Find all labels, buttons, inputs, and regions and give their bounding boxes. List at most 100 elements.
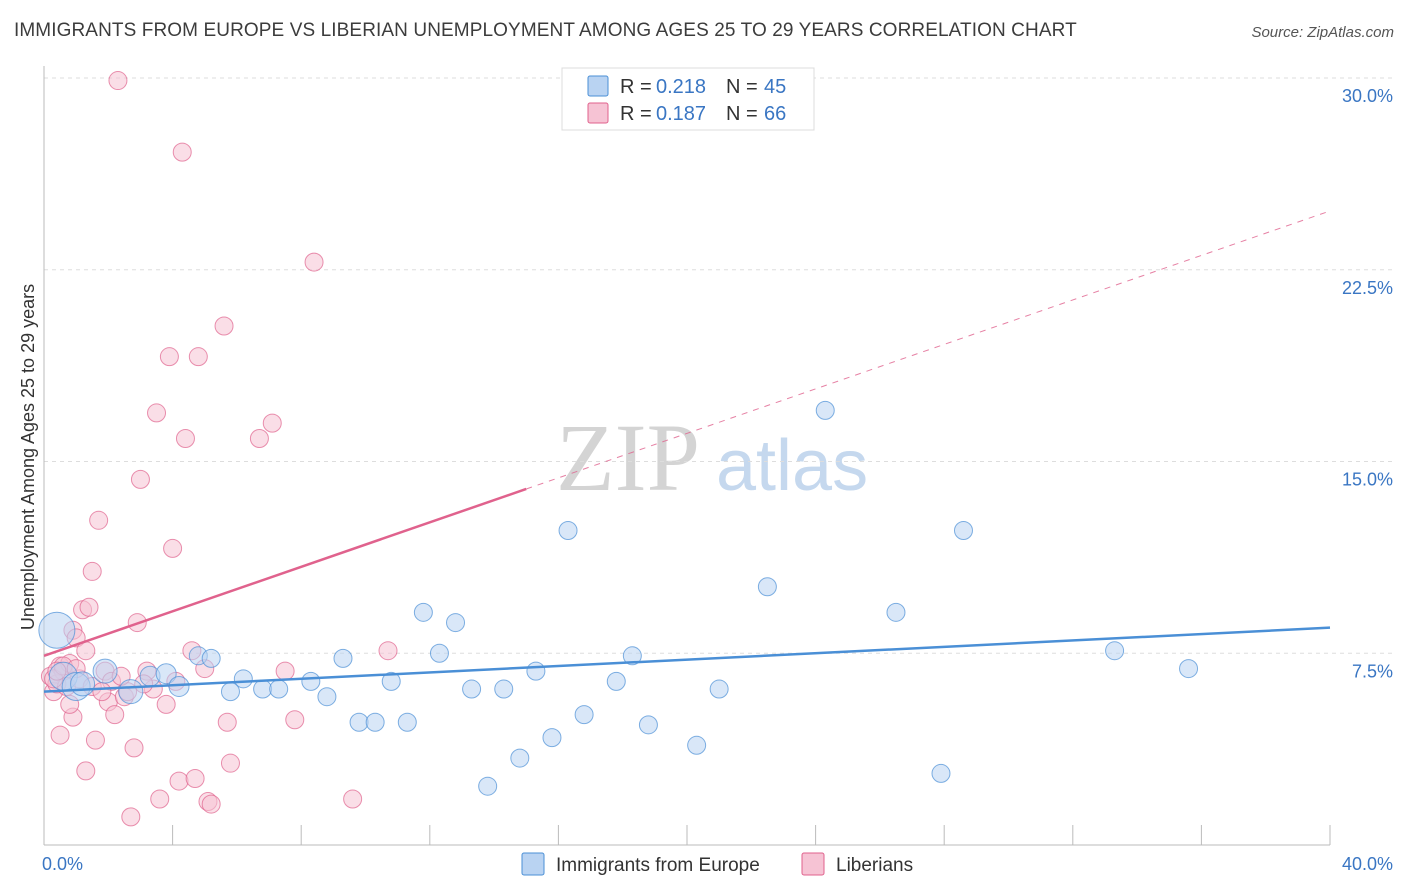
y-tick-labels: 7.5% 15.0% 22.5% 30.0% — [1342, 86, 1393, 681]
liberians-point — [156, 694, 176, 714]
y-tick-label: 30.0% — [1342, 86, 1393, 106]
liberians-point — [50, 725, 70, 745]
europe-point — [526, 661, 546, 681]
europe-point — [397, 712, 417, 732]
legend-swatch-liberians — [587, 102, 609, 124]
liberians-point — [169, 771, 189, 791]
europe-point — [233, 669, 253, 689]
europe-point — [1179, 659, 1199, 679]
europe-point — [815, 400, 835, 420]
europe-point — [118, 679, 144, 705]
legend-r-value-europe: 0.218 — [656, 76, 706, 98]
liberians-point — [201, 794, 221, 814]
series-legend-label-europe: Immigrants from Europe — [556, 855, 760, 876]
europe-point — [429, 643, 449, 663]
liberians-point — [249, 428, 269, 448]
europe-point — [155, 663, 177, 685]
europe-point — [413, 602, 433, 622]
liberians-point — [150, 789, 170, 809]
liberians-point — [163, 538, 183, 558]
europe-point — [542, 728, 562, 748]
europe-point — [333, 648, 353, 668]
axes — [43, 66, 1331, 846]
europe-point — [70, 671, 96, 697]
liberians-point — [175, 428, 195, 448]
europe-point — [931, 763, 951, 783]
europe-point — [253, 679, 273, 699]
europe-point — [886, 602, 906, 622]
europe-point — [709, 679, 729, 699]
europe-point — [757, 577, 777, 597]
source-label: Source: ZipAtlas.com — [1251, 24, 1394, 41]
liberians-point — [172, 142, 192, 162]
liberians-point — [275, 661, 295, 681]
europe-point — [638, 715, 658, 735]
watermark-atlas: atlas — [716, 426, 868, 506]
europe-point — [365, 712, 385, 732]
liberians-point — [378, 641, 398, 661]
europe-point — [494, 679, 514, 699]
legend-n-value-liberians: 66 — [764, 103, 786, 125]
liberians-point — [105, 705, 125, 725]
liberians-point — [82, 561, 102, 581]
legend-r-value-liberians: 0.187 — [656, 103, 706, 125]
europe-point — [510, 748, 530, 768]
liberians-point — [220, 753, 240, 773]
x-tick-labels: 0.0% 40.0% — [42, 854, 1393, 874]
europe-point — [558, 521, 578, 541]
europe-point — [622, 646, 642, 666]
europe-points — [38, 400, 1199, 796]
trend-lines — [43, 210, 1331, 693]
legend-r-label-europe: R = — [620, 76, 652, 98]
liberians-point — [188, 347, 208, 367]
liberians-point — [304, 252, 324, 272]
y-tick-label: 7.5% — [1352, 661, 1393, 681]
liberians-point — [343, 789, 363, 809]
liberians-trend-line — [43, 487, 527, 657]
europe-point — [38, 611, 76, 649]
europe-trend-line — [43, 626, 1331, 693]
x-tick-label: 40.0% — [1342, 854, 1393, 874]
liberians-point — [262, 413, 282, 433]
liberians-point — [285, 710, 305, 730]
europe-point — [687, 735, 707, 755]
europe-point — [478, 776, 498, 796]
europe-point — [201, 648, 221, 668]
gridlines — [44, 77, 1392, 654]
legend-swatch-europe — [587, 75, 609, 97]
liberians-point — [92, 682, 112, 702]
europe-point — [381, 671, 401, 691]
liberians-point — [147, 403, 167, 423]
europe-point — [574, 705, 594, 725]
europe-point — [269, 679, 289, 699]
liberians-point — [214, 316, 234, 336]
liberians-point — [89, 510, 109, 530]
europe-point — [446, 613, 466, 633]
chart-title: IMMIGRANTS FROM EUROPE VS LIBERIAN UNEMP… — [14, 20, 1077, 41]
stats-legend: R = 0.218 N = 45 R = 0.187 N = 66 — [561, 67, 815, 131]
liberians-trend-extension — [526, 210, 1331, 490]
series-legend-label-liberians: Liberians — [836, 855, 913, 876]
legend-n-label-liberians: N = — [726, 103, 758, 125]
liberians-point — [159, 347, 179, 367]
europe-point — [462, 679, 482, 699]
watermark: ZIP atlas — [556, 404, 868, 511]
europe-point — [606, 671, 626, 691]
legend-r-label-liberians: R = — [620, 103, 652, 125]
liberians-point — [85, 730, 105, 750]
y-axis-label: Unemployment Among Ages 25 to 29 years — [18, 284, 38, 630]
liberians-point — [121, 807, 141, 827]
series-legend-swatch-europe — [521, 852, 545, 876]
x-tick-label: 0.0% — [42, 854, 83, 874]
europe-point — [92, 658, 118, 684]
series-legend-swatch-liberians — [801, 852, 825, 876]
liberians-point — [76, 761, 96, 781]
liberians-points — [40, 71, 398, 827]
europe-point — [317, 687, 337, 707]
legend-n-label-europe: N = — [726, 76, 758, 98]
europe-point — [1105, 641, 1125, 661]
legend-n-value-europe: 45 — [764, 76, 786, 98]
liberians-point — [79, 597, 99, 617]
liberians-point — [185, 769, 205, 789]
